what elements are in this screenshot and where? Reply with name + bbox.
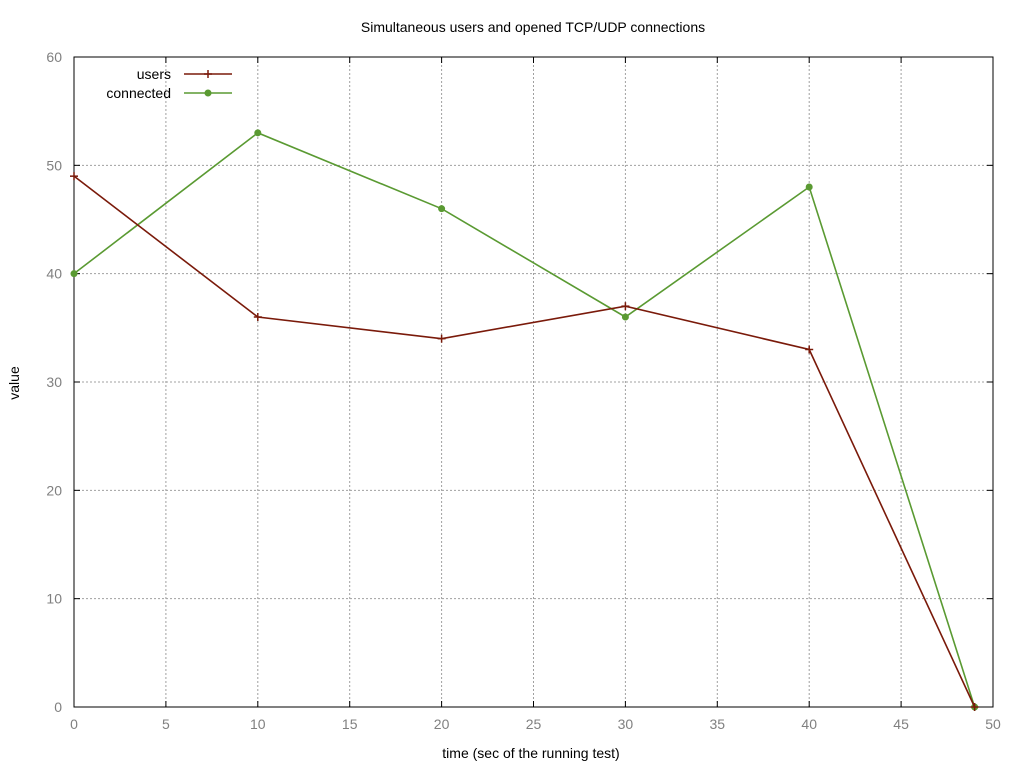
x-tick-label: 40 bbox=[801, 716, 817, 732]
x-tick-label: 30 bbox=[618, 716, 634, 732]
y-tick-label: 60 bbox=[46, 49, 62, 65]
legend-label: connected bbox=[106, 85, 171, 101]
series-layer bbox=[70, 129, 979, 711]
y-axis: 0 10 20 30 40 50 60 bbox=[46, 49, 993, 715]
y-tick-label: 20 bbox=[46, 482, 62, 498]
data-point-connected bbox=[805, 183, 813, 191]
x-tick-label: 0 bbox=[70, 716, 78, 732]
x-tick-label: 15 bbox=[342, 716, 358, 732]
y-tick-label: 50 bbox=[46, 157, 62, 173]
series-connected bbox=[70, 129, 979, 711]
series-users bbox=[70, 172, 979, 711]
series-line-connected bbox=[73, 131, 976, 708]
data-point-users bbox=[70, 172, 78, 181]
y-tick-label: 40 bbox=[46, 266, 62, 282]
data-point-users bbox=[621, 302, 630, 311]
legend-label: users bbox=[137, 66, 171, 82]
legend-item-users: users bbox=[137, 66, 232, 82]
data-point-connected bbox=[254, 129, 262, 137]
x-tick-label: 25 bbox=[526, 716, 542, 732]
data-point-users bbox=[970, 703, 979, 711]
y-axis-label: value bbox=[6, 366, 22, 400]
x-tick-label: 35 bbox=[710, 716, 726, 732]
x-tick-label: 45 bbox=[893, 716, 909, 732]
x-tick-label: 10 bbox=[250, 716, 266, 732]
legend-marker bbox=[204, 70, 212, 78]
series-line-users bbox=[73, 175, 976, 708]
data-point-users bbox=[253, 313, 262, 321]
y-tick-label: 0 bbox=[54, 699, 62, 715]
grid bbox=[74, 57, 993, 707]
y-tick-label: 10 bbox=[46, 591, 62, 607]
data-point-connected bbox=[70, 270, 78, 278]
data-point-users bbox=[437, 334, 446, 343]
x-axis-label: time (sec of the running test) bbox=[442, 745, 619, 761]
y-tick-label: 30 bbox=[46, 374, 62, 390]
legend-marker bbox=[204, 89, 212, 97]
x-tick-label: 20 bbox=[434, 716, 450, 732]
legend-item-connected: connected bbox=[106, 85, 232, 101]
x-tick-label: 5 bbox=[162, 716, 170, 732]
x-tick-label: 50 bbox=[985, 716, 1001, 732]
data-point-users bbox=[805, 345, 814, 354]
x-axis: 0 5 10 15 20 25 30 35 40 45 50 bbox=[70, 57, 1001, 732]
data-point-connected bbox=[438, 205, 446, 213]
data-point-connected bbox=[621, 313, 629, 321]
chart-title: Simultaneous users and opened TCP/UDP co… bbox=[361, 19, 705, 35]
legend: users connected bbox=[106, 66, 232, 101]
